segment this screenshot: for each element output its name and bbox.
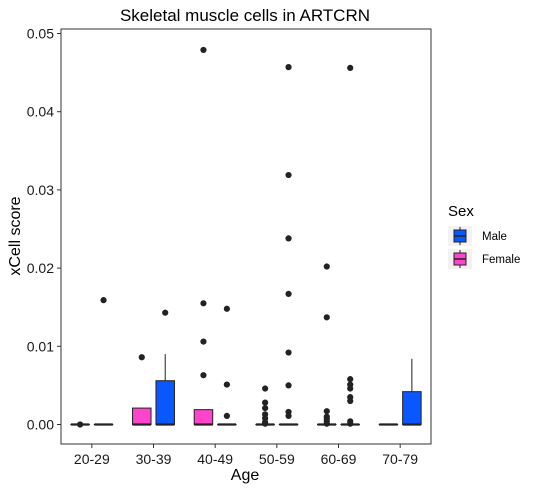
outlier-point [200, 300, 207, 307]
outlier-point [285, 349, 292, 356]
series-female [70, 46, 399, 428]
outlier-point [100, 297, 107, 304]
y-tick-label: 0.03 [27, 182, 54, 198]
outlier-point [285, 171, 292, 179]
outlier-point [223, 305, 230, 312]
outlier-point [262, 399, 269, 406]
outlier-point [162, 309, 169, 316]
outlier-point [347, 376, 354, 383]
box-female-40-49 [193, 46, 214, 426]
y-tick-label: 0.04 [27, 104, 54, 120]
outlier-point [323, 263, 330, 270]
legend-label: Female [482, 254, 520, 266]
box [155, 380, 175, 426]
outlier-point [262, 385, 269, 392]
box-male-20-29 [93, 297, 114, 426]
outlier-point [262, 411, 269, 418]
x-tick-label: 30-39 [136, 451, 172, 467]
outlier-point [323, 413, 330, 420]
y-tick-label: 0.02 [27, 260, 54, 276]
box-male-70-79 [402, 358, 422, 426]
legend-label: Male [482, 231, 507, 243]
outlier-point [223, 412, 230, 419]
x-tick-label: 60-69 [321, 451, 357, 467]
outlier-point [138, 354, 145, 361]
outlier-point [285, 382, 292, 389]
outlier-point [347, 64, 354, 72]
box-male-60-69 [340, 64, 360, 427]
outlier-point [285, 235, 292, 242]
outlier-point [323, 408, 330, 415]
x-tick-label: 20-29 [74, 451, 110, 467]
y-tick-label: 0.05 [27, 26, 54, 42]
x-tick-label: 40-49 [197, 451, 233, 467]
outlier-point [200, 338, 207, 345]
outlier-point [347, 394, 354, 401]
outlier-point [285, 408, 292, 416]
y-axis: 0.00 0.01 0.02 0.03 0.04 0.05 [27, 26, 61, 433]
box-male-40-49 [217, 305, 237, 426]
x-axis-title: Age [231, 467, 260, 484]
y-tick-label: 0.01 [27, 338, 54, 354]
box [132, 407, 152, 426]
outlier-point [262, 404, 269, 412]
x-tick-label: 70-79 [382, 451, 418, 467]
outlier-point [285, 290, 292, 298]
outlier-point [285, 64, 292, 71]
box-female-20-29 [70, 421, 90, 428]
legend: Sex Male Female [448, 203, 520, 269]
series-male [93, 64, 422, 427]
legend-entry-female: Female [448, 249, 520, 269]
boxplot-series [70, 46, 422, 428]
x-tick-label: 50-59 [259, 451, 295, 467]
box-male-30-39 [155, 309, 175, 426]
plot-panel [60, 28, 432, 445]
legend-title: Sex [448, 203, 474, 220]
box-female-30-39 [132, 354, 152, 426]
outlier-point [347, 381, 354, 388]
x-axis: 20-29 30-39 40-49 50-59 60-69 70-79 [74, 444, 418, 467]
box [193, 409, 214, 425]
y-tick-label: 0.00 [27, 417, 54, 433]
box-female-60-69 [317, 263, 337, 427]
box-male-50-59 [278, 64, 299, 426]
y-axis-title: xCell score [7, 196, 24, 275]
outlier-point [223, 381, 230, 388]
box-female-50-59 [255, 385, 275, 427]
outlier-point [200, 372, 207, 379]
outlier-point [323, 314, 330, 321]
chart-title: Skeletal muscle cells in ARTCRN [120, 6, 370, 25]
legend-entry-male: Male [448, 226, 507, 246]
outlier-point [77, 421, 84, 428]
outlier-point [200, 46, 207, 54]
outlier-point [347, 418, 354, 425]
box [402, 391, 422, 426]
